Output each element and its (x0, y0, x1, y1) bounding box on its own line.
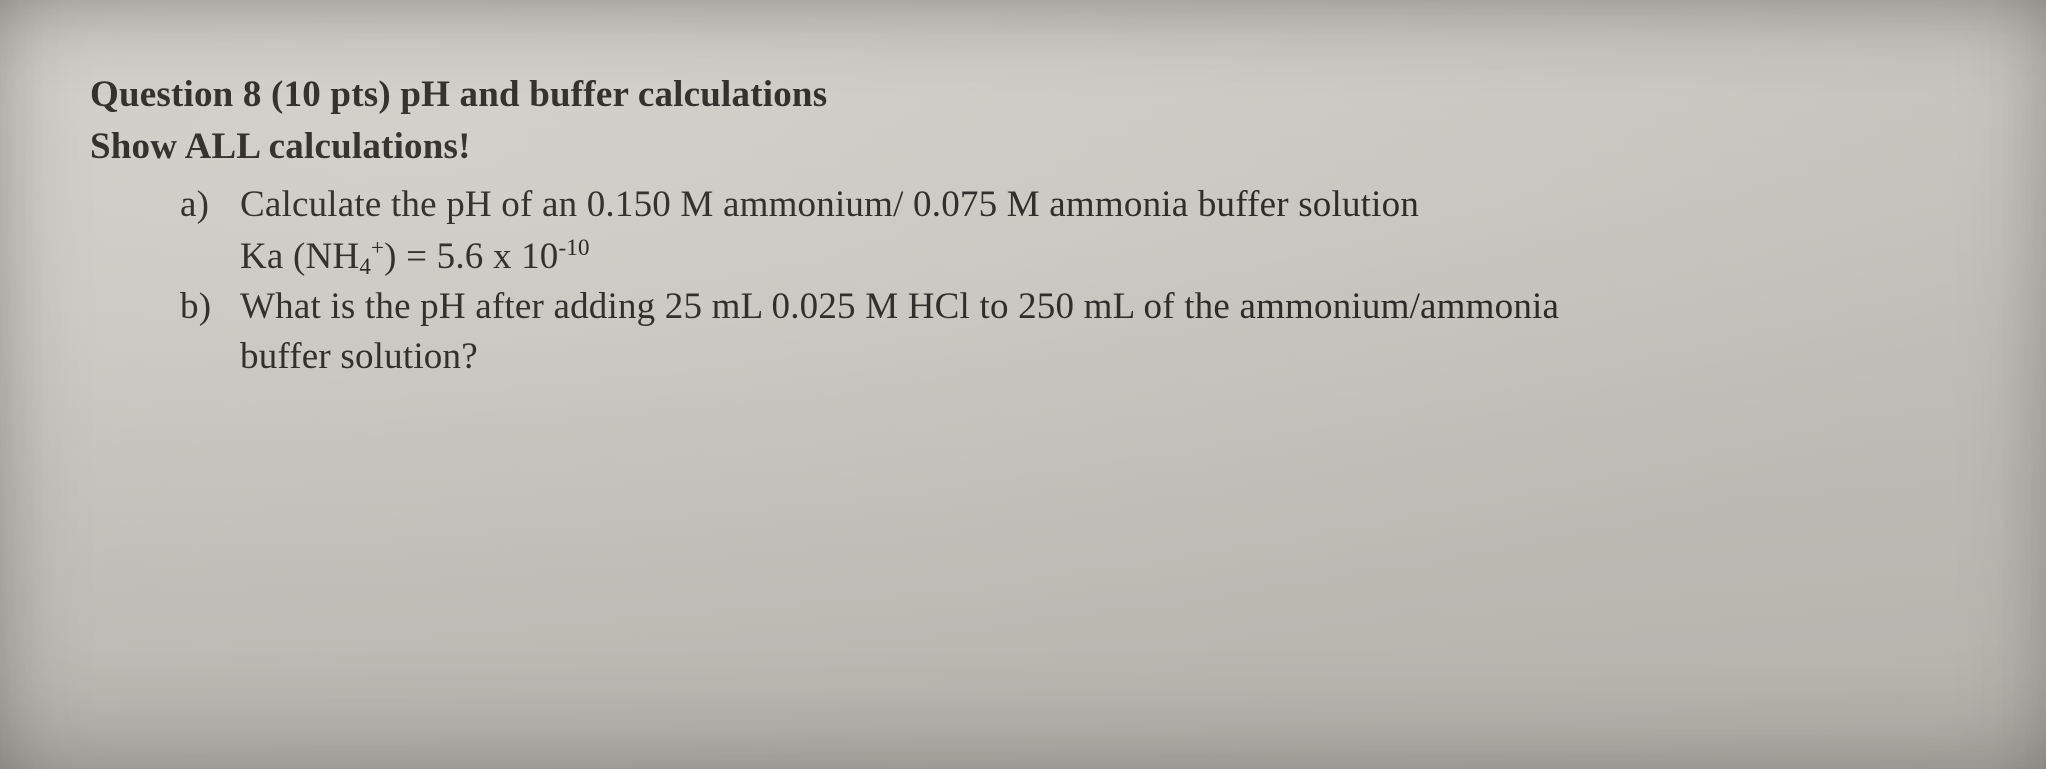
show-all-line: Show ALL calculations! (90, 122, 1956, 172)
question-title-rest: pH and buffer calculations (400, 74, 827, 115)
item-b: b) What is the pH after adding 25 mL 0.0… (180, 282, 1956, 382)
item-b-body: What is the pH after adding 25 mL 0.025 … (240, 282, 1956, 382)
question-title-prefix: Question 8 (10 pts) (90, 74, 400, 115)
worksheet-page: Question 8 (10 pts) pH and buffer calcul… (0, 0, 2046, 769)
ka-sub: 4 (359, 254, 371, 279)
ka-prefix: Ka (NH (240, 236, 359, 277)
item-a-body: Calculate the pH of an 0.150 M ammonium/… (240, 180, 1956, 282)
item-a-ka: Ka (NH4+) = 5.6 x 10-10 (240, 232, 1956, 282)
item-b-text-1: What is the pH after adding 25 mL 0.025 … (240, 282, 1956, 332)
ka-mid: ) = 5.6 x 10 (384, 236, 558, 277)
ka-sup: + (371, 235, 384, 260)
item-b-letter: b) (180, 282, 240, 382)
item-a: a) Calculate the pH of an 0.150 M ammoni… (180, 180, 1956, 282)
item-b-text-2: buffer solution? (240, 332, 1956, 382)
item-a-text: Calculate the pH of an 0.150 M ammonium/… (240, 180, 1956, 230)
item-a-letter: a) (180, 180, 240, 282)
question-title: Question 8 (10 pts) pH and buffer calcul… (90, 70, 1956, 120)
ka-exp: -10 (559, 235, 590, 260)
